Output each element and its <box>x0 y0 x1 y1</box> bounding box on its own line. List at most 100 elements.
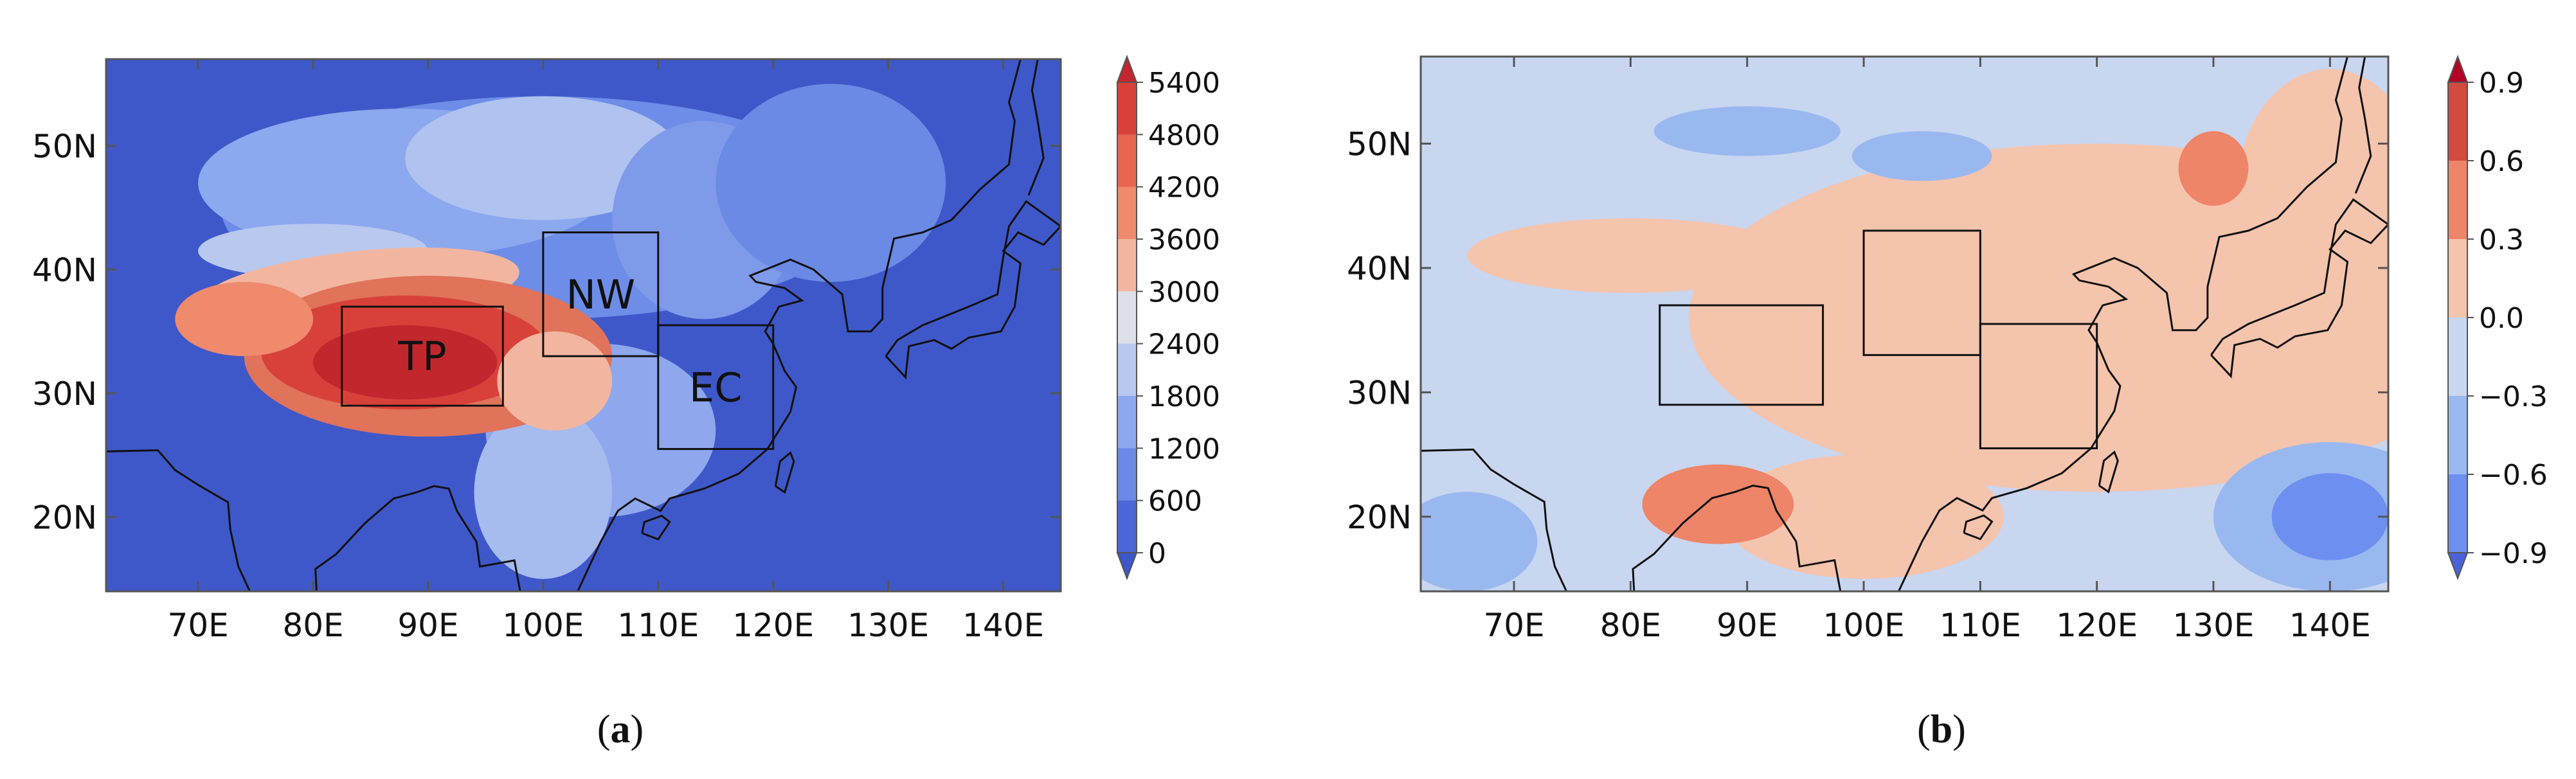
anomaly-positive-indochina <box>1724 454 2004 579</box>
colorbar-extend-bottom <box>2447 552 2469 580</box>
y-tick-label: 50N <box>32 128 97 165</box>
colorbar-label: −0.9 <box>2479 537 2548 570</box>
anomaly-negative-north <box>1653 106 1841 156</box>
anomaly-strong-bengal <box>1642 464 1794 544</box>
island-taiwan <box>774 451 795 494</box>
x-tick-label: 140E <box>2289 607 2371 644</box>
anomaly-strong-negative-pacific <box>2271 473 2388 560</box>
colorbar-extend-top <box>1116 55 1138 83</box>
colorbar-label: 1800 <box>1148 381 1220 413</box>
panel-a-map: TP NW EC 70E 80E 90E 100E 110E 120E 130E 140E 20N 30… <box>32 55 1220 644</box>
colorbar-label: 5400 <box>1148 67 1220 100</box>
colorbar-segment <box>1117 291 1137 345</box>
anomaly-positive-tarim <box>1467 218 1794 293</box>
colorbar-label: 4200 <box>1148 172 1220 204</box>
y-tick-label: 40N <box>32 251 97 289</box>
x-tick-label: 140E <box>962 607 1044 644</box>
coastline-sakhalin <box>1027 59 1045 196</box>
colorbar-label: −0.3 <box>2479 381 2548 413</box>
colorbar-segment <box>2448 474 2467 553</box>
colorbar-extend-top <box>2447 55 2469 83</box>
colorbar-label: 4800 <box>1148 119 1220 152</box>
coastline-west <box>1421 448 1568 591</box>
terrain-tibet-peak <box>313 325 498 400</box>
x-tick-label: 130E <box>847 607 929 644</box>
colorbar-segment <box>1117 82 1137 135</box>
y-tick-label: 30N <box>1347 374 1412 411</box>
coastline-west <box>106 449 251 591</box>
island-japan <box>2210 198 2388 379</box>
region-box-2 <box>1979 323 2098 449</box>
terrain-hengduan <box>497 331 613 431</box>
island-hainan <box>641 514 671 541</box>
colorbar-segment <box>2448 82 2467 161</box>
panel-a-frame <box>105 58 1062 593</box>
colorbar-segment <box>1117 239 1137 292</box>
region-box-2 <box>657 324 775 451</box>
colorbar-segment <box>1117 134 1137 188</box>
region-box-1 <box>1862 229 1981 356</box>
panel-b-colorbar: 0.9 0.6 0.3 0.0 −0.3 −0.6 −0.9 <box>2447 55 2548 580</box>
colorbar-label: 1200 <box>1148 433 1220 465</box>
region-box-1 <box>542 231 660 357</box>
coastline-east <box>1866 57 2348 591</box>
terrain-highland <box>405 96 681 220</box>
colorbar-segment <box>2448 396 2467 475</box>
colorbar-label: −0.6 <box>2479 459 2548 492</box>
colorbar-label: 600 <box>1148 485 1202 518</box>
colorbar-label: 3600 <box>1148 224 1220 256</box>
colorbar-segment <box>2448 161 2467 240</box>
x-tick-label: 80E <box>282 607 343 644</box>
x-tick-label: 110E <box>617 607 699 644</box>
panel-b-caption: (b) <box>1917 708 1966 751</box>
anomaly-positive-japan <box>2237 69 2388 318</box>
colorbar-segment <box>2448 239 2467 318</box>
colorbar-segment <box>1117 343 1137 397</box>
panel-b-frame <box>1419 55 2390 593</box>
coastline-bay <box>1632 484 1842 591</box>
coastline-east <box>545 59 1022 591</box>
panel-a-caption: (a) <box>597 708 644 751</box>
x-tick-label: 100E <box>502 607 584 644</box>
coastline-bay <box>314 485 521 591</box>
x-tick-label: 130E <box>2172 607 2254 644</box>
colorbar-segment <box>1117 448 1137 501</box>
terrain-pamir <box>175 282 314 357</box>
x-tick-label: 100E <box>1823 607 1905 644</box>
x-tick-label: 80E <box>1600 607 1661 644</box>
terrain-manchuria <box>716 84 946 282</box>
x-tick-label: 90E <box>397 607 458 644</box>
island-japan <box>885 200 1061 380</box>
colorbar-label: 3000 <box>1148 276 1220 309</box>
colorbar-frame <box>1117 82 1137 553</box>
colorbar-segment <box>1117 186 1137 240</box>
y-tick-label: 20N <box>1347 499 1412 536</box>
anomaly-negative-arabian <box>1421 492 1538 591</box>
panel-a-plot-area <box>106 59 1061 591</box>
anomaly-negative-mongolia <box>1851 131 1992 181</box>
region-box-0 <box>1659 304 1824 406</box>
panel-b-map: 70E 80E 90E 100E 110E 120E 130E 140E 20N 30N 40N 50… <box>1347 55 2548 644</box>
colorbar-segment <box>1117 500 1137 553</box>
anomaly-strong-north <box>2178 131 2249 206</box>
y-tick-label: 30N <box>32 375 97 413</box>
colorbar-label: 0.0 <box>2479 302 2524 335</box>
x-tick-label: 110E <box>1940 607 2021 644</box>
region-box-0 <box>341 305 504 407</box>
y-tick-label: 50N <box>1347 125 1412 163</box>
colorbar-segment <box>1117 396 1137 449</box>
x-tick-label: 70E <box>168 607 229 644</box>
y-tick-label: 40N <box>1347 250 1412 287</box>
region-label-tp: TP <box>397 333 446 380</box>
terrain-indochina <box>474 406 613 579</box>
region-label-nw: NW <box>566 271 635 318</box>
x-tick-label: 120E <box>2056 607 2138 644</box>
colorbar-extend-bottom <box>1116 552 1138 580</box>
island-hainan <box>1963 514 1994 541</box>
panel-b-plot-area <box>1421 57 2388 591</box>
colorbar-label: 0.3 <box>2479 224 2524 256</box>
y-tick-label: 20N <box>32 499 97 536</box>
colorbar-label: 0.6 <box>2479 145 2524 178</box>
x-tick-label: 120E <box>732 607 814 644</box>
